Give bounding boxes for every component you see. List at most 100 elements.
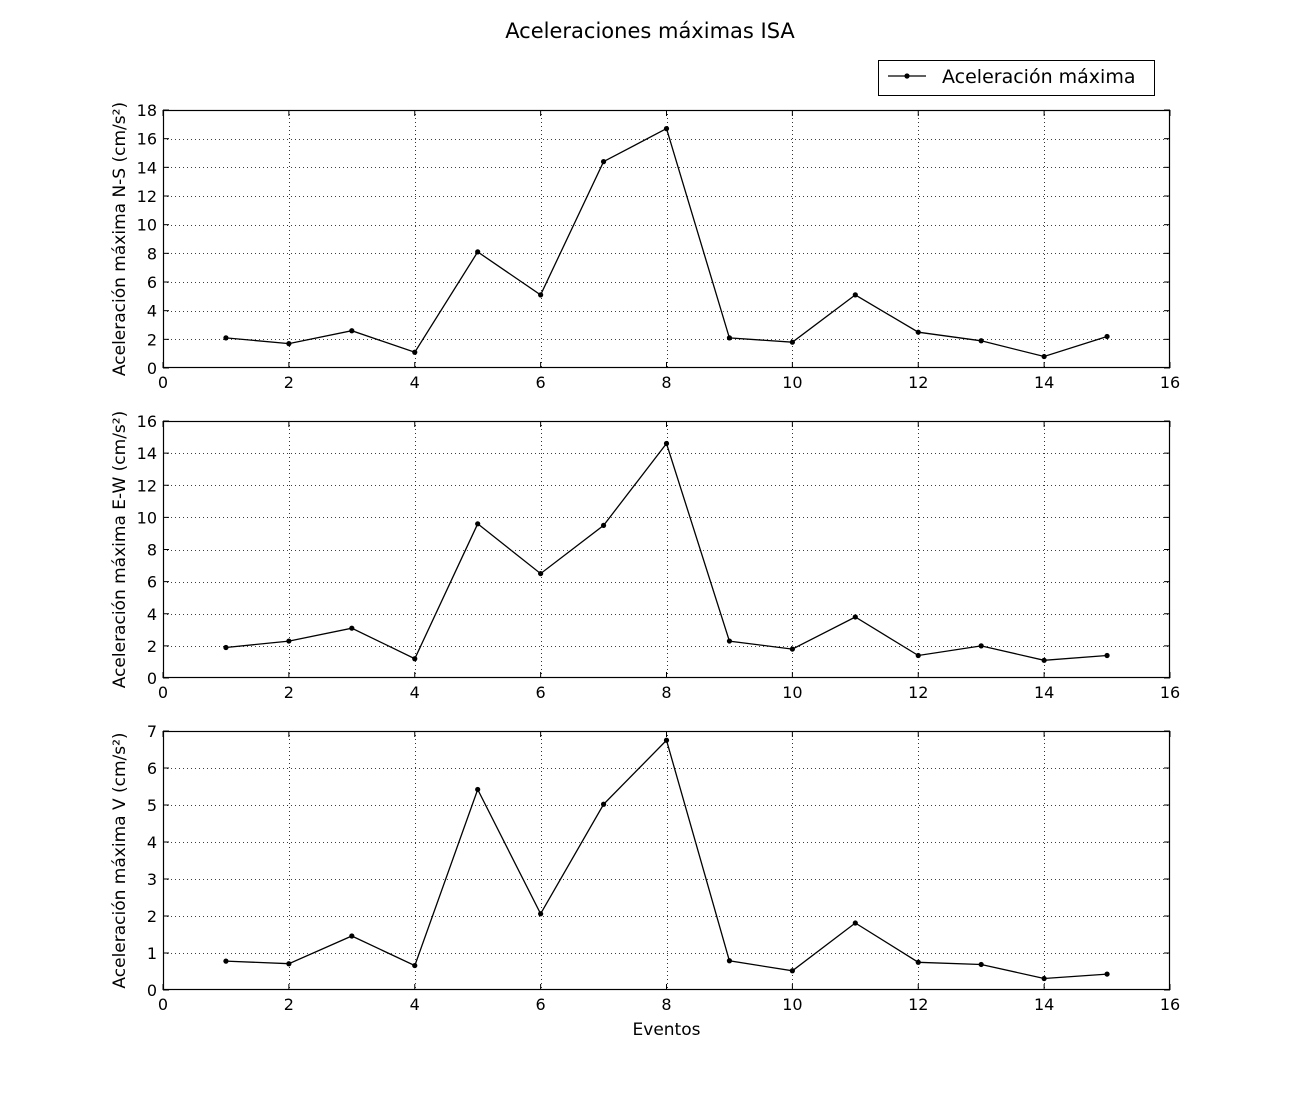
x-tick-label: 4 (410, 995, 420, 1014)
data-point (538, 911, 544, 917)
data-point (349, 625, 355, 631)
data-point (852, 614, 858, 620)
y-tick-label: 0 (147, 359, 157, 378)
legend-box (878, 60, 1155, 96)
y-tick-label: 4 (147, 833, 157, 852)
data-point (538, 570, 544, 577)
y-tick-label: 12 (137, 187, 157, 206)
data-point (663, 440, 670, 447)
y-axis-label: Aceleración máxima V (cm/s²) (110, 732, 130, 988)
x-tick-label: 0 (158, 995, 168, 1014)
x-tick-label: 12 (908, 995, 928, 1014)
y-tick-label: 4 (147, 605, 157, 624)
data-point (600, 159, 607, 165)
series-line (225, 442, 1108, 661)
y-tick-label: 2 (147, 907, 157, 926)
data-point (538, 292, 544, 298)
x-tick-label: 16 (1160, 995, 1180, 1014)
data-point (600, 522, 607, 529)
y-tick-label: 5 (147, 796, 157, 815)
data-point (726, 958, 733, 964)
y-tick-label: 8 (147, 541, 157, 560)
data-point (1041, 353, 1047, 360)
data-point (286, 961, 292, 967)
data-point (915, 329, 921, 335)
subplot-ew: 0 2 4 6 8 10 12 14 16 0 2 4 6 8 10 12 14 16 Aceleración má… (110, 411, 1180, 702)
data-point (1041, 657, 1047, 663)
x-tick-label: 14 (1034, 995, 1054, 1014)
data-point (475, 786, 481, 793)
x-tick-label: 10 (782, 683, 802, 702)
x-axis-label: Eventos (633, 1020, 701, 1040)
y-tick-label: 10 (137, 216, 157, 235)
legend-marker-swatch (904, 73, 910, 79)
x-tick-label: 10 (782, 373, 802, 392)
x-tick-label: 8 (661, 683, 671, 702)
y-tick-label: 8 (147, 244, 157, 263)
data-point (978, 961, 984, 968)
series-line (225, 127, 1108, 358)
data-point (915, 652, 921, 659)
data-point (978, 643, 984, 649)
x-tick-label: 6 (536, 683, 546, 702)
data-point (600, 801, 607, 807)
x-tick-label: 8 (661, 995, 671, 1014)
x-tick-label: 12 (908, 683, 928, 702)
data-point (223, 335, 229, 341)
data-point (412, 656, 418, 662)
y-tick-label: 1 (147, 944, 157, 963)
data-point (349, 933, 355, 939)
data-point (789, 968, 795, 974)
axes-frame (162, 109, 1171, 369)
data-point (1104, 971, 1110, 977)
x-tick-label: 10 (782, 995, 802, 1014)
y-tick-label: 0 (147, 669, 157, 688)
x-tick-label: 14 (1034, 683, 1054, 702)
axes-frame (162, 730, 1171, 991)
x-tick-label: 0 (158, 683, 168, 702)
data-point (475, 249, 481, 255)
data-point (663, 126, 670, 132)
data-point (852, 920, 858, 926)
y-tick-label: 14 (137, 444, 157, 463)
x-tick-label: 2 (284, 683, 294, 702)
y-tick-label: 2 (147, 330, 157, 349)
data-point (286, 341, 292, 347)
y-axis-label: Aceleración máxima N-S (cm/s²) (110, 102, 130, 376)
x-tick-label: 4 (410, 683, 420, 702)
legend: Aceleración máxima (878, 60, 1155, 96)
y-tick-label: 10 (137, 508, 157, 527)
x-tick-label: 6 (536, 995, 546, 1014)
y-tick-label: 16 (137, 130, 157, 149)
subplot-ns: 0 2 4 6 8 10 12 14 16 0 2 4 6 8 10 12 14 16 18 Aceleración … (110, 101, 1180, 392)
y-tick-label: 14 (137, 158, 157, 177)
y-tick-label: 18 (137, 101, 157, 120)
x-tick-label: 4 (410, 373, 420, 392)
figure-title: Aceleraciones máximas ISA (505, 19, 795, 43)
data-point (412, 962, 418, 969)
y-tick-label: 6 (147, 573, 157, 592)
data-point (1041, 975, 1047, 982)
y-tick-label: 6 (147, 759, 157, 778)
data-point (852, 292, 858, 298)
x-tick-label: 8 (661, 373, 671, 392)
data-point (475, 521, 481, 527)
data-point (412, 349, 418, 355)
data-point (726, 335, 733, 341)
data-point (286, 638, 292, 644)
x-tick-label: 16 (1160, 373, 1180, 392)
y-tick-label: 12 (137, 476, 157, 495)
data-point (223, 958, 229, 964)
x-tick-label: 2 (284, 995, 294, 1014)
data-point (915, 959, 921, 965)
x-tick-label: 14 (1034, 373, 1054, 392)
x-tick-label: 0 (158, 373, 168, 392)
axes-frame (162, 420, 1171, 679)
series-line (225, 739, 1108, 980)
x-tick-label: 2 (284, 373, 294, 392)
x-tick-label: 6 (536, 373, 546, 392)
y-tick-label: 7 (147, 722, 157, 741)
y-tick-label: 0 (147, 981, 157, 1000)
